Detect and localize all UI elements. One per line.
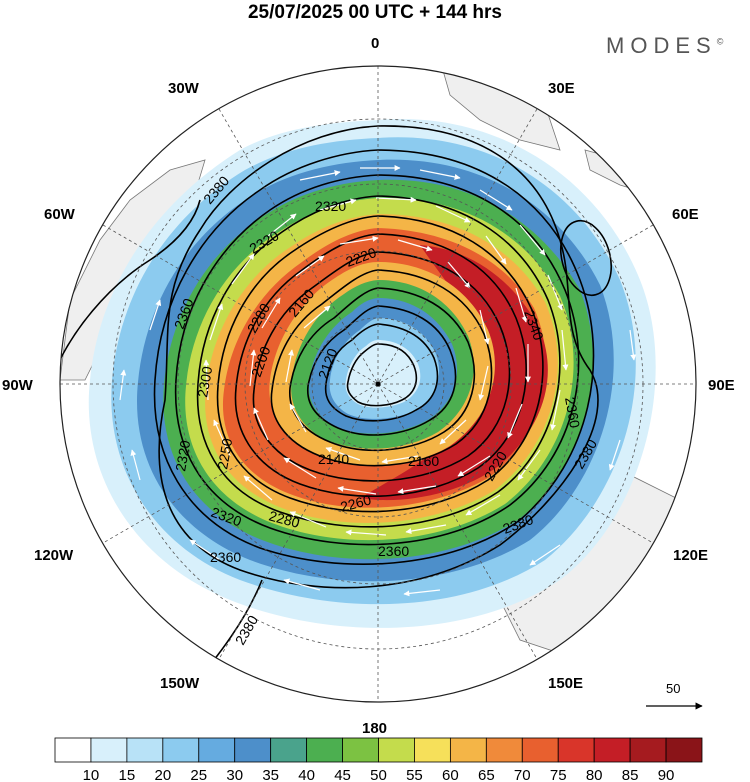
contour-2160 [307, 305, 457, 436]
height-contours [60, 125, 612, 666]
colorbar-swatch [378, 737, 415, 763]
contour-label: 2360 [210, 549, 241, 565]
lon-label-60e: 60E [672, 206, 699, 223]
lon-label-180: 180 [362, 720, 387, 737]
contour-label: 2140 [318, 451, 349, 467]
lon-label-150w: 150W [160, 675, 200, 692]
contour-label: 2250 [214, 437, 235, 471]
lon-label-0: 0 [371, 35, 379, 52]
colorbar-label: 75 [550, 767, 567, 782]
chart-title: 25/07/2025 00 UTC + 144 hrs [247, 2, 503, 23]
contour-2220 [270, 269, 493, 467]
contour-2380-outer [60, 199, 201, 383]
colorbar-swatch [414, 737, 451, 763]
shade-85 [360, 245, 548, 501]
colorbar-label: 70 [514, 767, 531, 782]
lon-label-30e: 30E [548, 80, 575, 97]
longitude-labels: 0 30E 60E 90E 120E 150E 180 150W 120W 90… [2, 35, 735, 737]
land-africa [439, 66, 561, 151]
contour-2300 [216, 215, 544, 513]
contour-2360 [153, 149, 595, 565]
contour-label: 2160 [408, 453, 439, 469]
lon-label-60w: 60W [44, 206, 76, 223]
contour-2250 [252, 251, 511, 482]
contour-2380 [158, 125, 599, 589]
colorbar-label: 90 [658, 767, 675, 782]
graticule [60, 66, 696, 702]
colorbar-label: 85 [622, 767, 639, 782]
colorbar-label: 15 [119, 767, 136, 782]
colorbar-label: 55 [406, 767, 423, 782]
logo-mark: © [716, 36, 724, 47]
lon-label-90w: 90W [2, 377, 34, 394]
colorbar-swatch [521, 737, 559, 763]
contour-label: 2260 [339, 491, 373, 515]
contour-label: 2320 [172, 439, 193, 473]
lon-label-150e: 150E [548, 675, 583, 692]
map-boundary [59, 65, 697, 703]
lon-label-120e: 120E [673, 547, 708, 564]
colorbar-swatch [342, 737, 379, 763]
shade-inner-10 [345, 340, 421, 408]
colorbar-label: 20 [154, 767, 171, 782]
contour-2340 [174, 174, 580, 546]
colorbar-swatch [54, 737, 92, 763]
colorbar-label: 30 [226, 767, 243, 782]
colorbar-swatch [126, 737, 164, 763]
lon-label-30w: 30W [168, 80, 200, 97]
colorbar: 10 15 20 25 30 35 40 45 50 55 60 65 70 75 80 85 90 [54, 737, 703, 782]
contour-label: 2360 [378, 543, 409, 559]
colorbar-label: 45 [334, 767, 351, 782]
contour-label: 2280 [267, 507, 301, 531]
colorbar-swatch [162, 737, 200, 763]
colorbar-swatch [629, 737, 667, 763]
colorbar-swatch [485, 737, 523, 763]
colorbar-swatch [306, 737, 343, 763]
contour-2200 [289, 287, 476, 452]
contour-2120 [346, 343, 418, 407]
colorbar-label: 25 [190, 767, 207, 782]
contour-label: 2360 [562, 396, 583, 430]
colorbar-label: 35 [262, 767, 279, 782]
contour-2280 [234, 233, 527, 497]
contour-2380-closed [560, 219, 612, 297]
colorbar-label: 80 [586, 767, 603, 782]
colorbar-swatch [234, 737, 272, 763]
colorbar-swatch [449, 737, 487, 763]
colorbar-label: 40 [298, 767, 315, 782]
colorbar-swatch [665, 737, 703, 763]
colorbar-label: 10 [83, 767, 100, 782]
colorbar-swatch [593, 737, 631, 763]
lon-label-90e: 90E [708, 377, 735, 394]
colorbar-swatch [270, 737, 308, 763]
colorbar-label: 65 [478, 767, 495, 782]
contour-label: 2320 [315, 198, 346, 214]
lon-label-120w: 120W [34, 547, 74, 564]
modes-logo: MODES© [606, 33, 723, 59]
contour-2320 [196, 195, 561, 528]
colorbar-swatch [557, 737, 595, 763]
south-pole-marker [375, 381, 381, 387]
colorbar-swatch [198, 737, 236, 763]
reference-vector-label: 50 [666, 681, 680, 696]
colorbar-label: 50 [370, 767, 387, 782]
colorbar-label: 60 [442, 767, 459, 782]
wind-vectors [119, 128, 637, 597]
contour-2140 [324, 323, 439, 422]
logo-text: MODES [606, 33, 717, 58]
colorbar-swatch [90, 737, 128, 763]
contour-label: 2300 [194, 365, 215, 399]
